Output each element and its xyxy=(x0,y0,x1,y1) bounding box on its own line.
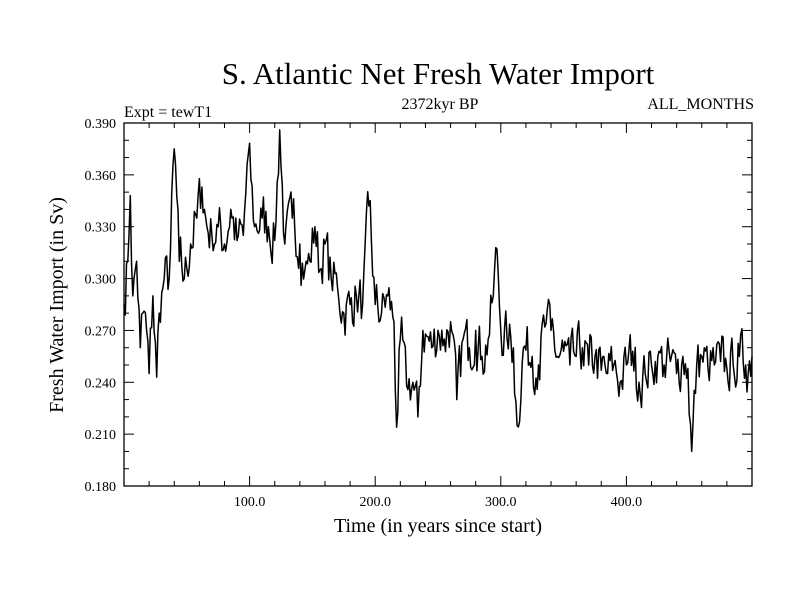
x-tick-label: 200.0 xyxy=(359,495,391,510)
y-tick-labels: 0.180 0.210 0.240 0.270 0.300 0.330 0.360 0.390 xyxy=(85,117,117,495)
chart-title: S. Atlantic Net Fresh Water Import xyxy=(222,56,655,91)
y-axis-label: Fresh Water Import (in Sv) xyxy=(46,197,68,413)
y-tick-label: 0.210 xyxy=(85,428,117,443)
x-tick-label: 100.0 xyxy=(234,495,266,510)
y-tick-label: 0.270 xyxy=(85,324,117,339)
series-line xyxy=(123,129,753,453)
experiment-label: Expt = tewT1 xyxy=(124,104,212,121)
period-label: 2372kyr BP xyxy=(402,96,479,113)
x-tick-label: 400.0 xyxy=(611,495,643,510)
y-tick-label: 0.180 xyxy=(85,480,117,495)
axis-ticks xyxy=(124,122,752,487)
x-axis-label: Time (in years since start) xyxy=(334,515,542,537)
y-tick-label: 0.240 xyxy=(85,376,117,391)
y-tick-label: 0.360 xyxy=(85,169,117,184)
plot-area xyxy=(123,122,753,487)
plot-frame xyxy=(123,122,753,487)
y-tick-label: 0.390 xyxy=(85,117,117,132)
x-tick-labels: 100.0 200.0 300.0 400.0 xyxy=(234,495,642,510)
x-tick-label: 300.0 xyxy=(485,495,517,510)
y-tick-label: 0.300 xyxy=(85,273,117,288)
months-label: ALL_MONTHS xyxy=(647,96,754,113)
y-tick-label: 0.330 xyxy=(85,221,117,236)
